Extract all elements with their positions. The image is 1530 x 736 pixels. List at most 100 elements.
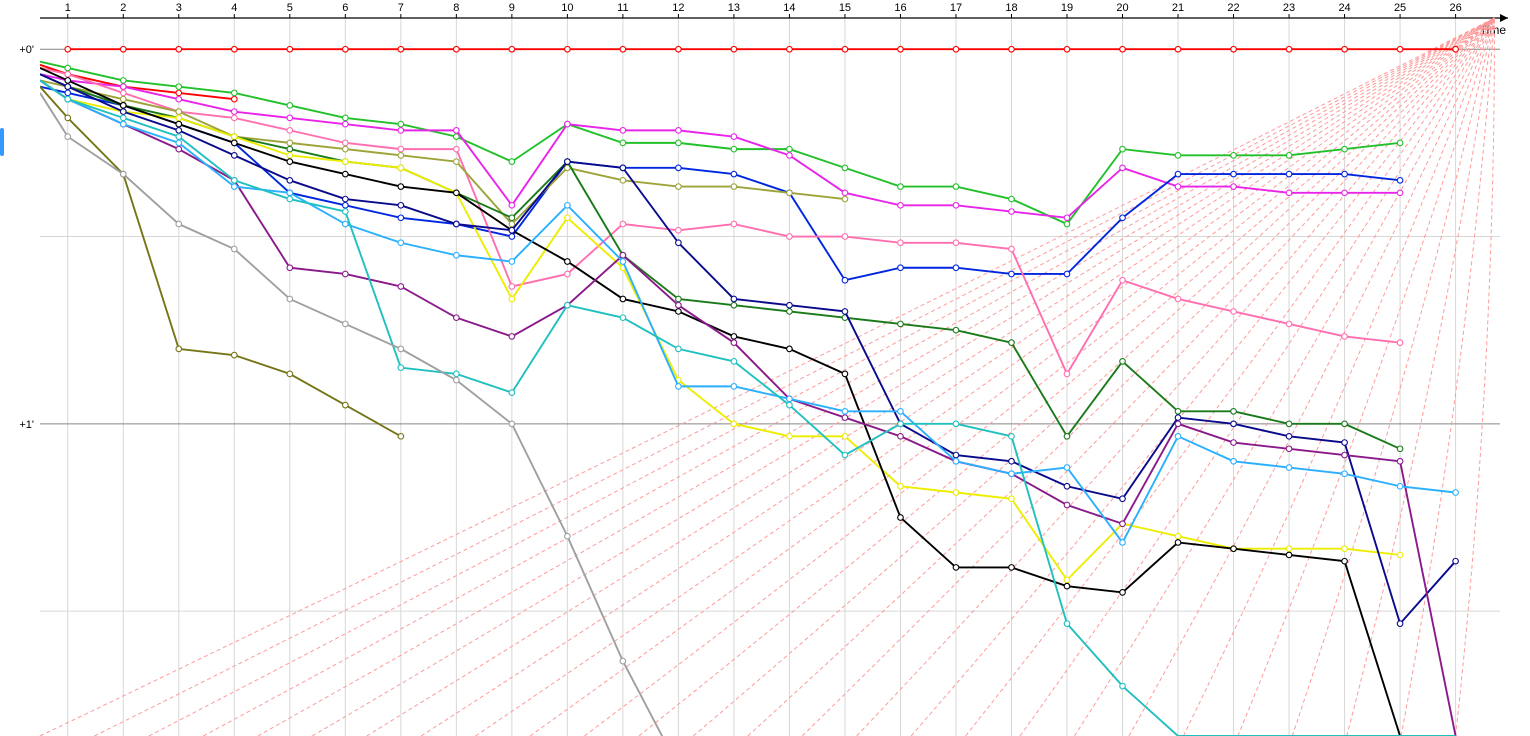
marker bbox=[343, 203, 349, 209]
marker bbox=[176, 146, 182, 152]
marker bbox=[1397, 446, 1403, 452]
marker bbox=[731, 359, 737, 365]
marker bbox=[1120, 146, 1126, 152]
marker bbox=[1231, 153, 1237, 159]
marker bbox=[231, 352, 237, 358]
scroll-indicator bbox=[0, 128, 4, 156]
marker bbox=[287, 296, 293, 302]
marker bbox=[953, 46, 959, 52]
marker bbox=[65, 84, 71, 90]
marker bbox=[898, 265, 904, 271]
marker bbox=[1175, 415, 1181, 421]
marker bbox=[953, 184, 959, 190]
marker bbox=[231, 134, 237, 140]
x-tick-label: 24 bbox=[1338, 2, 1350, 14]
marker bbox=[1286, 46, 1292, 52]
marker bbox=[620, 658, 626, 664]
time-gap-line-chart: 1234567891011121314151617181920212223242… bbox=[0, 0, 1530, 736]
marker bbox=[1453, 490, 1459, 496]
x-tick-label: 9 bbox=[509, 2, 515, 14]
marker bbox=[176, 140, 182, 146]
marker bbox=[1009, 340, 1015, 346]
marker bbox=[509, 159, 515, 165]
marker bbox=[1064, 621, 1070, 627]
marker bbox=[620, 165, 626, 171]
marker bbox=[1175, 46, 1181, 52]
marker bbox=[1453, 46, 1459, 52]
marker bbox=[176, 84, 182, 90]
marker bbox=[343, 271, 349, 277]
marker bbox=[898, 421, 904, 427]
marker bbox=[120, 115, 126, 121]
marker bbox=[620, 259, 626, 265]
marker bbox=[1231, 421, 1237, 427]
marker bbox=[1286, 421, 1292, 427]
marker bbox=[287, 128, 293, 134]
x-tick-label: 20 bbox=[1116, 2, 1128, 14]
marker bbox=[1064, 577, 1070, 583]
marker bbox=[676, 309, 682, 315]
marker bbox=[231, 153, 237, 159]
marker bbox=[1342, 190, 1348, 196]
marker bbox=[842, 196, 848, 202]
marker bbox=[454, 377, 460, 383]
x-tick-label: 15 bbox=[839, 2, 851, 14]
marker bbox=[898, 483, 904, 489]
marker bbox=[398, 203, 404, 209]
marker bbox=[343, 402, 349, 408]
marker bbox=[898, 240, 904, 246]
marker bbox=[731, 146, 737, 152]
marker bbox=[287, 153, 293, 159]
marker bbox=[1175, 409, 1181, 415]
marker bbox=[1009, 565, 1015, 571]
marker bbox=[509, 215, 515, 221]
marker bbox=[787, 302, 793, 308]
marker bbox=[65, 90, 71, 96]
marker bbox=[1397, 483, 1403, 489]
marker bbox=[1009, 271, 1015, 277]
marker bbox=[398, 240, 404, 246]
marker bbox=[1009, 46, 1015, 52]
marker bbox=[565, 203, 571, 209]
marker bbox=[1231, 458, 1237, 464]
marker bbox=[676, 384, 682, 390]
marker bbox=[1231, 184, 1237, 190]
x-tick-label: 11 bbox=[617, 2, 628, 14]
marker bbox=[343, 146, 349, 152]
marker bbox=[398, 365, 404, 371]
marker bbox=[231, 46, 237, 52]
marker bbox=[842, 415, 848, 421]
x-tick-label: 5 bbox=[287, 2, 293, 14]
marker bbox=[1342, 546, 1348, 552]
marker bbox=[120, 109, 126, 115]
marker bbox=[953, 327, 959, 333]
marker bbox=[120, 78, 126, 84]
marker bbox=[176, 121, 182, 127]
marker bbox=[953, 565, 959, 571]
marker bbox=[65, 78, 71, 84]
marker bbox=[620, 140, 626, 146]
marker bbox=[343, 140, 349, 146]
marker bbox=[1120, 496, 1126, 502]
x-tick-label: 8 bbox=[453, 2, 459, 14]
x-tick-label: 21 bbox=[1172, 2, 1184, 14]
marker bbox=[565, 121, 571, 127]
marker bbox=[176, 346, 182, 352]
marker bbox=[620, 296, 626, 302]
x-tick-label: 7 bbox=[398, 2, 404, 14]
marker bbox=[454, 221, 460, 227]
marker bbox=[731, 334, 737, 340]
marker bbox=[1064, 371, 1070, 377]
marker bbox=[509, 259, 515, 265]
marker bbox=[842, 46, 848, 52]
marker bbox=[454, 371, 460, 377]
marker bbox=[1120, 46, 1126, 52]
marker bbox=[1231, 309, 1237, 315]
marker bbox=[509, 421, 515, 427]
marker bbox=[731, 302, 737, 308]
marker bbox=[676, 46, 682, 52]
marker bbox=[1342, 46, 1348, 52]
y-tick-label: +1' bbox=[19, 419, 34, 431]
marker bbox=[1175, 296, 1181, 302]
marker bbox=[176, 90, 182, 96]
